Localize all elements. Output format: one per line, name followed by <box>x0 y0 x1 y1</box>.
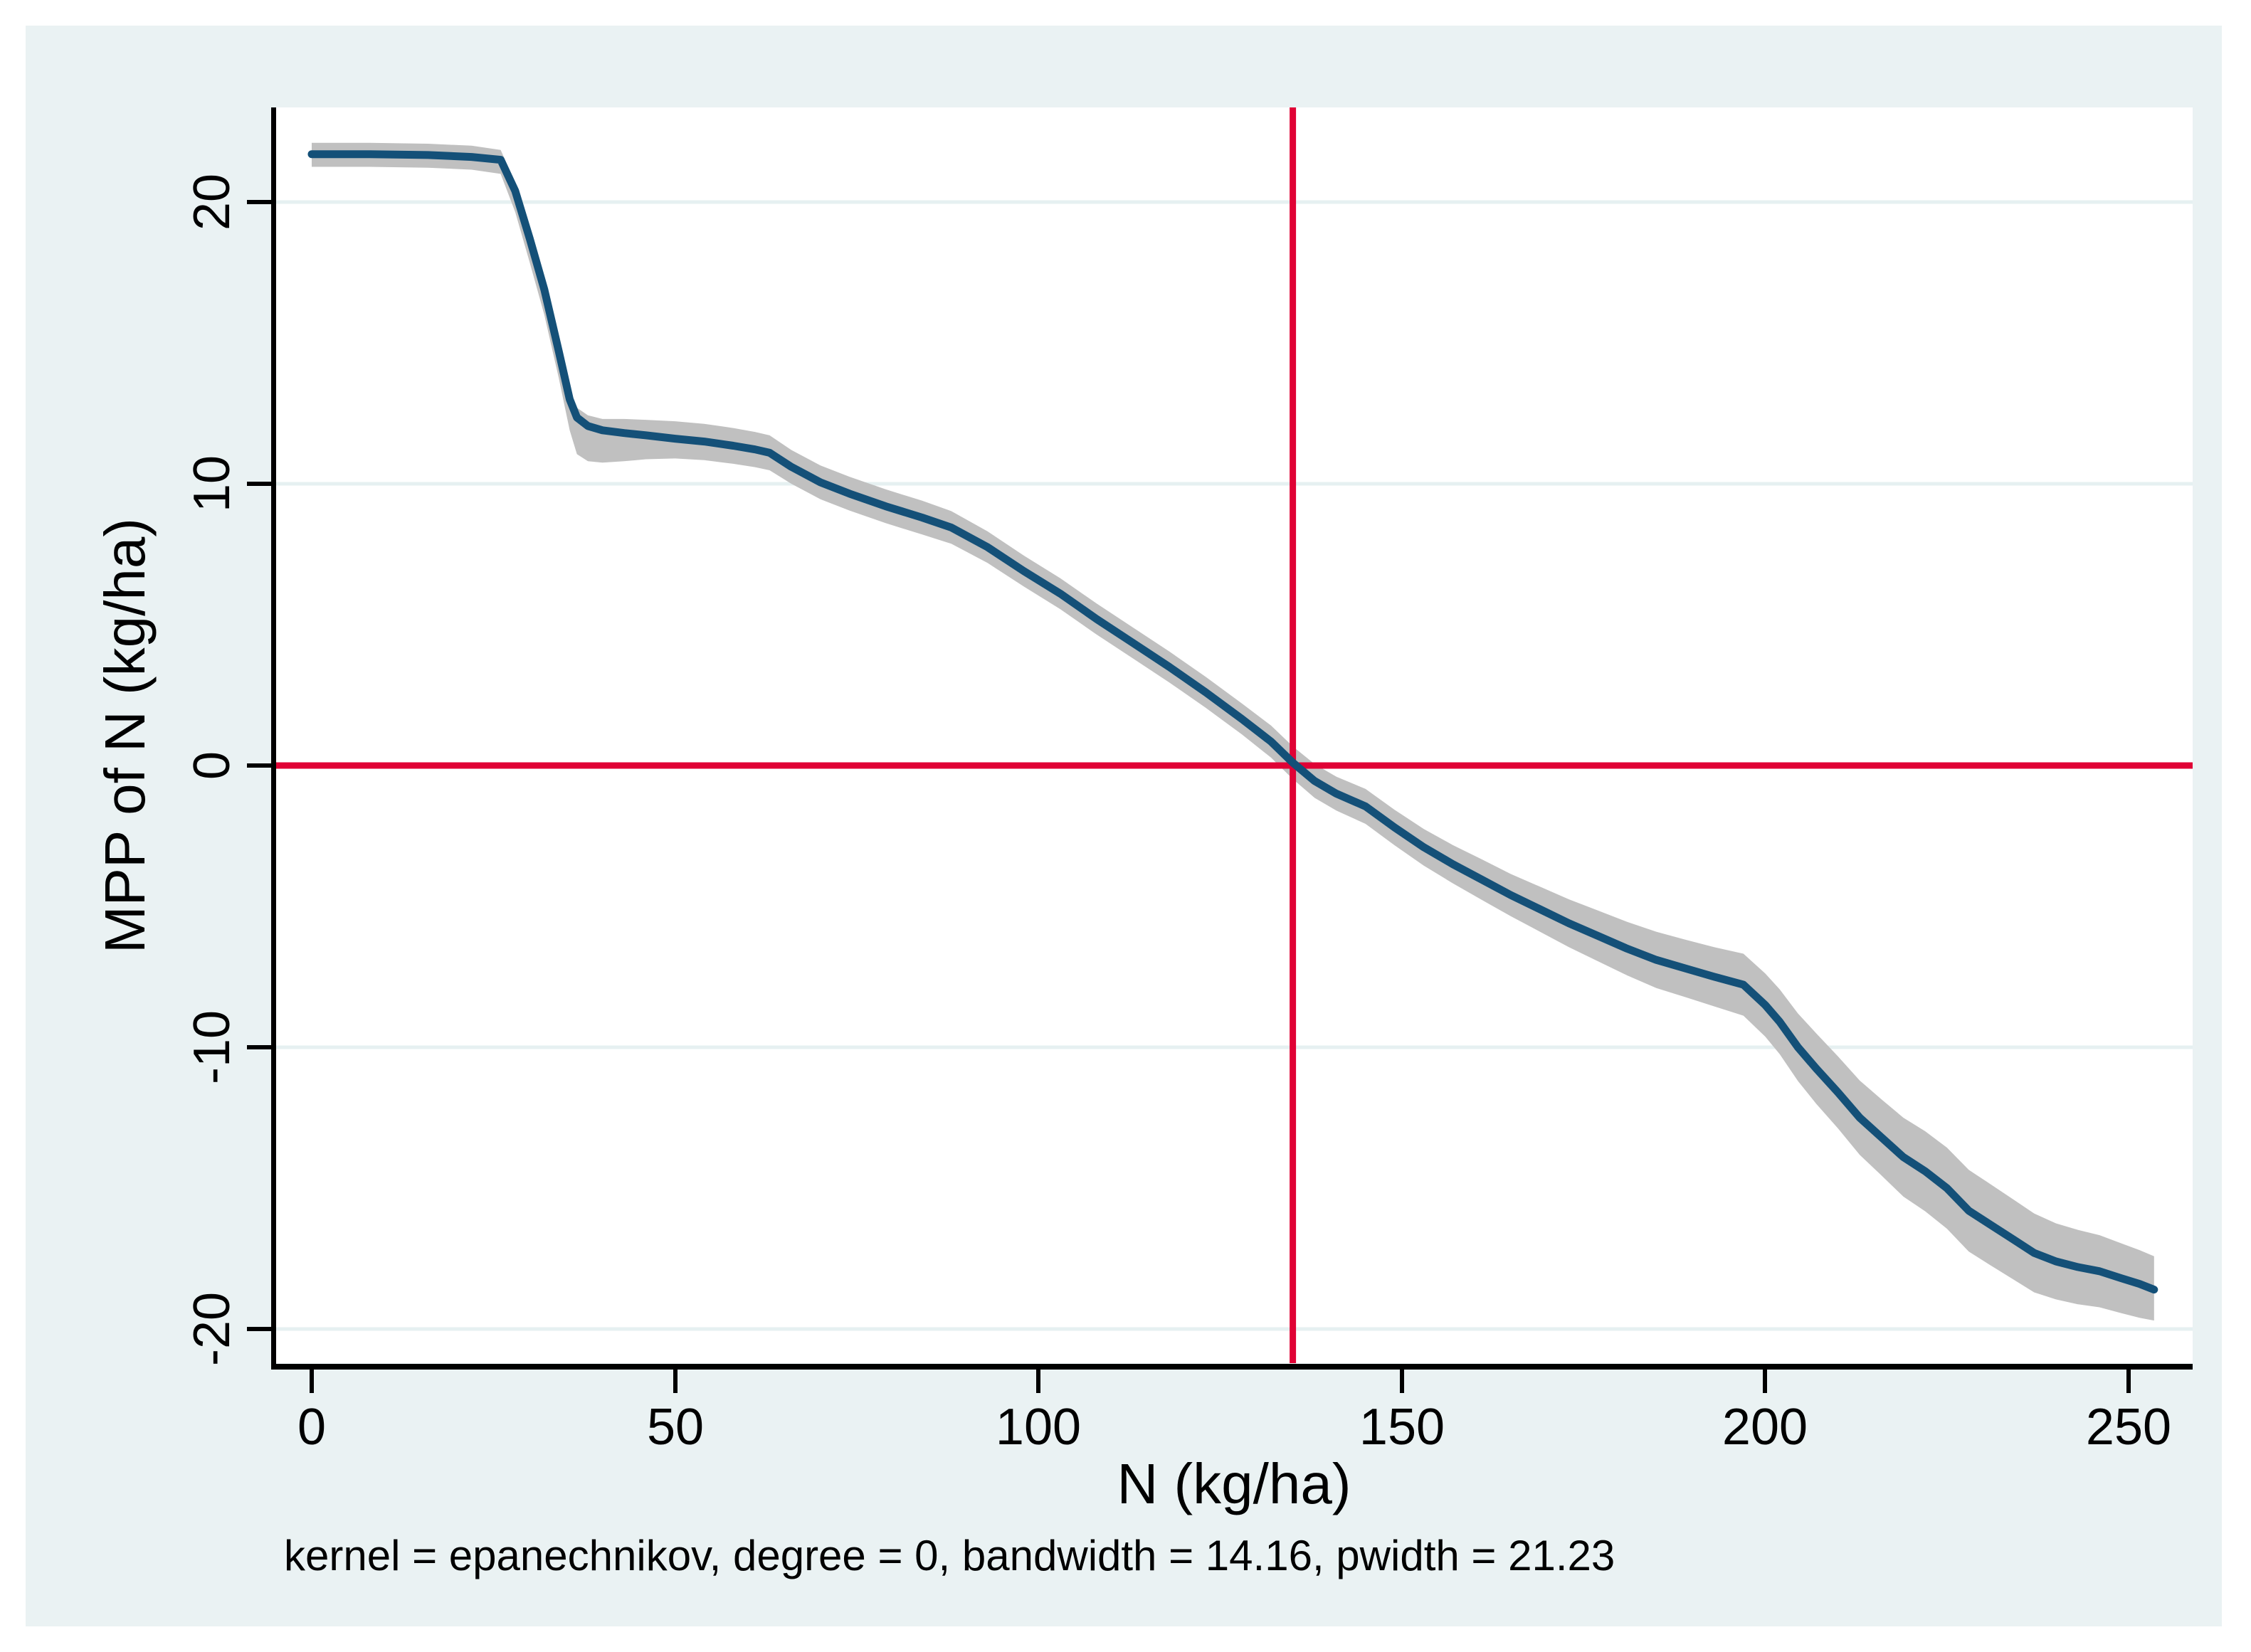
x-tick <box>2126 1370 2131 1393</box>
plot-canvas <box>276 107 2193 1363</box>
confidence-band <box>312 142 2154 1321</box>
x-tick-label: 100 <box>995 1399 1082 1456</box>
x-tick <box>1036 1370 1040 1393</box>
x-tick <box>1763 1370 1767 1393</box>
x-tick-label: 200 <box>1722 1399 1808 1456</box>
y-tick-label: 10 <box>184 455 241 513</box>
y-axis-spine <box>271 107 276 1370</box>
y-tick <box>247 763 271 768</box>
x-axis-spine <box>271 1364 2193 1370</box>
x-tick <box>1400 1370 1404 1393</box>
y-tick-label: 0 <box>184 751 241 780</box>
figure-panel: 20 10 0 -10 -20 0 50 100 150 200 250 MPP of N (kg… <box>26 26 2222 1626</box>
y-tick <box>247 482 271 486</box>
x-axis-title: N (kg/ha) <box>1117 1452 1351 1515</box>
x-tick-label: 50 <box>646 1399 705 1456</box>
y-tick <box>247 1045 271 1049</box>
x-tick <box>310 1370 314 1393</box>
y-axis-title: MPP of N (kg/ha) <box>93 517 157 954</box>
smoothed-line <box>307 150 2158 1294</box>
y-tick <box>247 200 271 204</box>
chart-note: kernel = epanechnikov, degree = 0, bandw… <box>284 1532 1615 1579</box>
x-tick-label: 150 <box>1359 1399 1445 1456</box>
y-tick <box>247 1327 271 1331</box>
plot-area <box>276 107 2193 1363</box>
x-tick <box>673 1370 678 1393</box>
x-tick-label: 250 <box>2085 1399 2172 1456</box>
y-tick-label: -20 <box>184 1291 241 1367</box>
x-tick-label: 0 <box>297 1399 327 1456</box>
y-tick-label: -10 <box>184 1010 241 1085</box>
y-tick-label: 20 <box>184 173 241 231</box>
